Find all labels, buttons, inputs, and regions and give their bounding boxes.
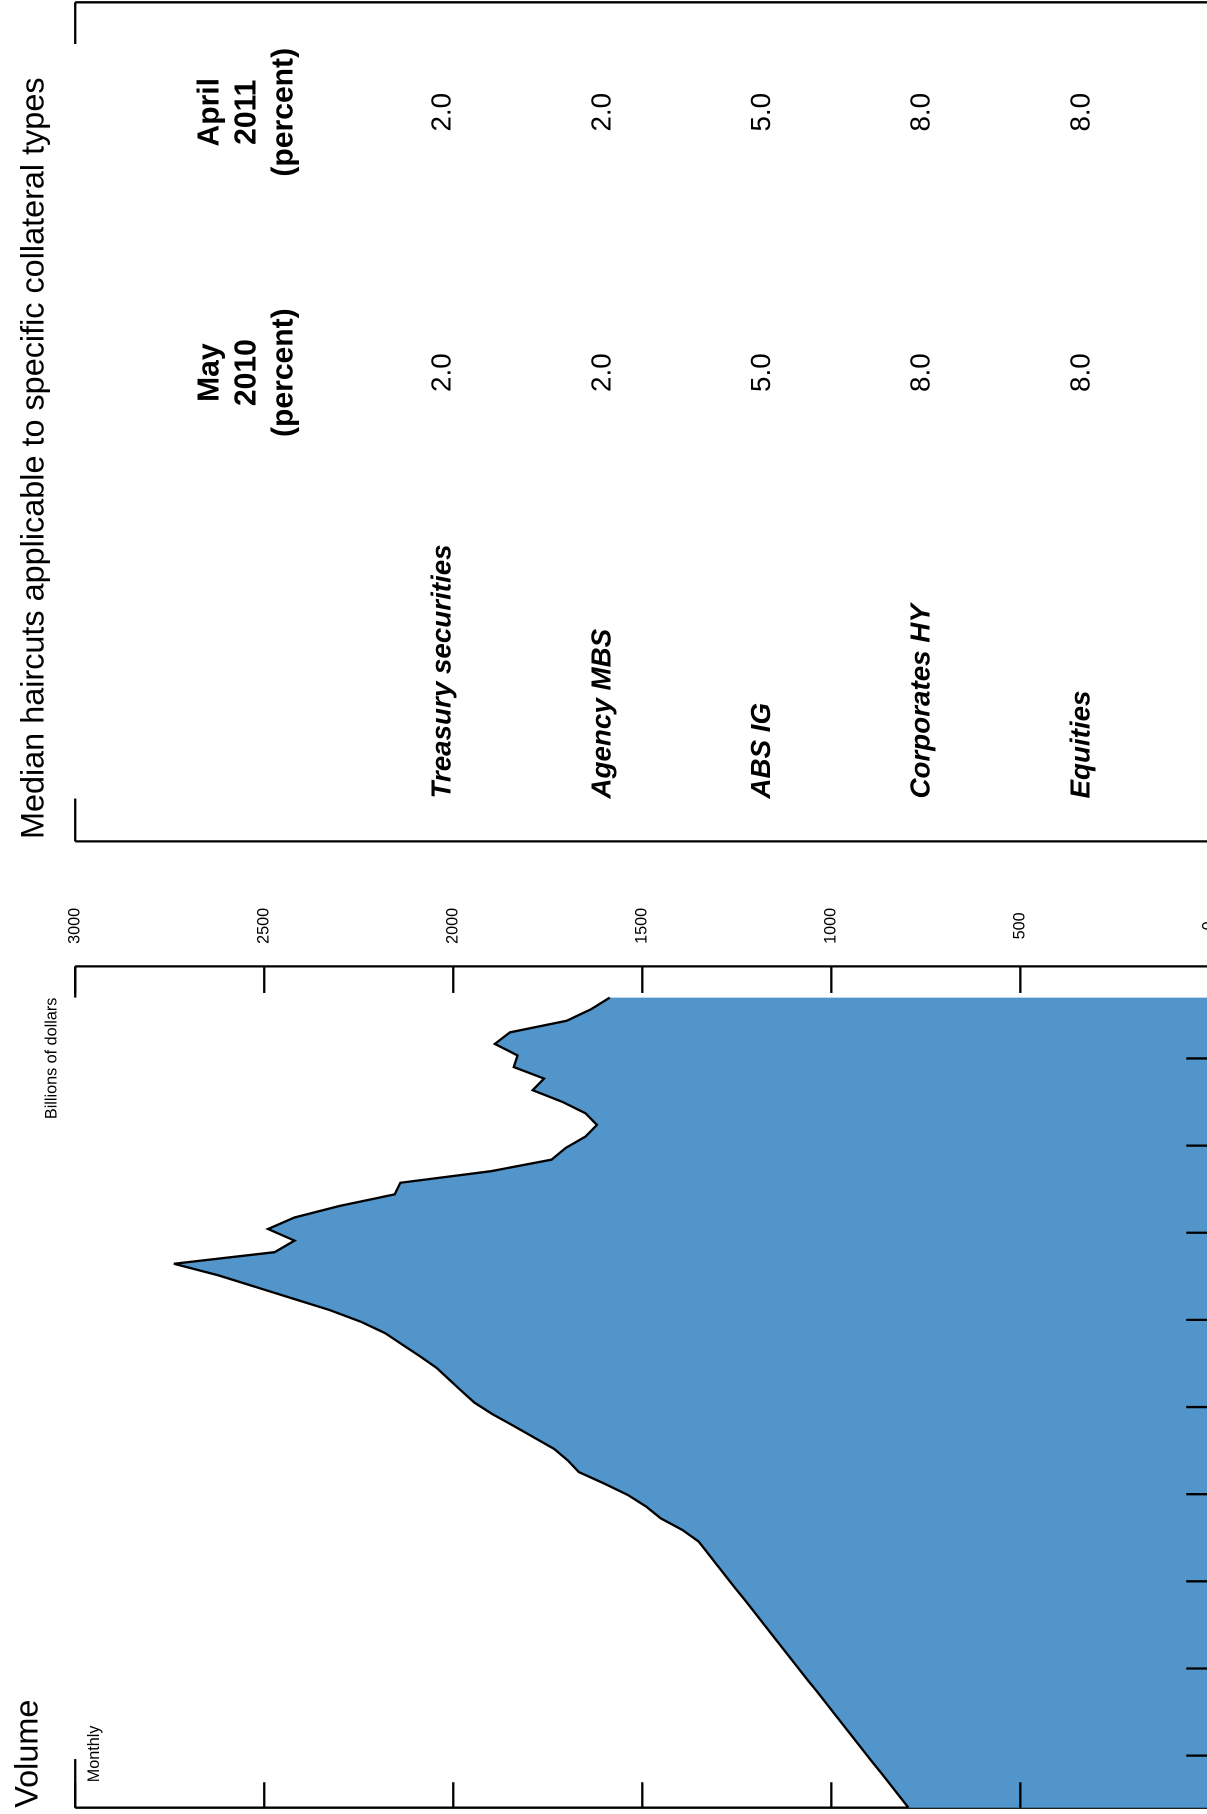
content: Median haircuts applicable to specific c… xyxy=(8,1,1207,1809)
column-header: (percent) xyxy=(267,48,300,177)
area xyxy=(173,997,1207,1808)
column-header: April xyxy=(193,78,226,147)
cell: 8.0 xyxy=(1064,93,1095,132)
cell: 8.0 xyxy=(905,353,936,392)
cell: 2.0 xyxy=(426,353,457,392)
chart-subtitle: Monthly xyxy=(85,1725,103,1783)
row-label: Corporates HY xyxy=(905,602,936,799)
column-header: 2011 xyxy=(230,80,263,145)
row-label: Treasury securities xyxy=(426,544,457,798)
y-tick-label: 2500 xyxy=(255,908,273,944)
cell: 2.0 xyxy=(585,93,616,132)
row-label: ABS IG xyxy=(745,703,776,800)
area-outline xyxy=(173,996,910,1809)
cell: 8.0 xyxy=(905,93,936,132)
cell: 2.0 xyxy=(585,353,616,392)
cell: 5.0 xyxy=(745,93,776,132)
y-tick-label: 2000 xyxy=(444,908,462,944)
cell: 5.0 xyxy=(745,353,776,392)
column-header: (percent) xyxy=(267,308,300,437)
y-tick-label: 0 xyxy=(1200,921,1207,930)
column-header: May xyxy=(193,343,226,402)
column-header: 2010 xyxy=(230,339,263,406)
y-tick-label: 1500 xyxy=(633,908,651,944)
y-tick-label: 500 xyxy=(1011,912,1029,939)
row-label: Equities xyxy=(1064,691,1095,799)
row-label: Agency MBS xyxy=(585,628,616,799)
y-tick-label: 1000 xyxy=(822,908,840,944)
chart-title: Volume xyxy=(8,1700,44,1808)
y-axis-label: Billions of dollars xyxy=(42,998,60,1119)
cell: 2.0 xyxy=(426,93,457,132)
table-title: Median haircuts applicable to specific c… xyxy=(14,77,50,839)
cell: 8.0 xyxy=(1064,353,1095,392)
y-tick-label: 3000 xyxy=(66,908,84,944)
